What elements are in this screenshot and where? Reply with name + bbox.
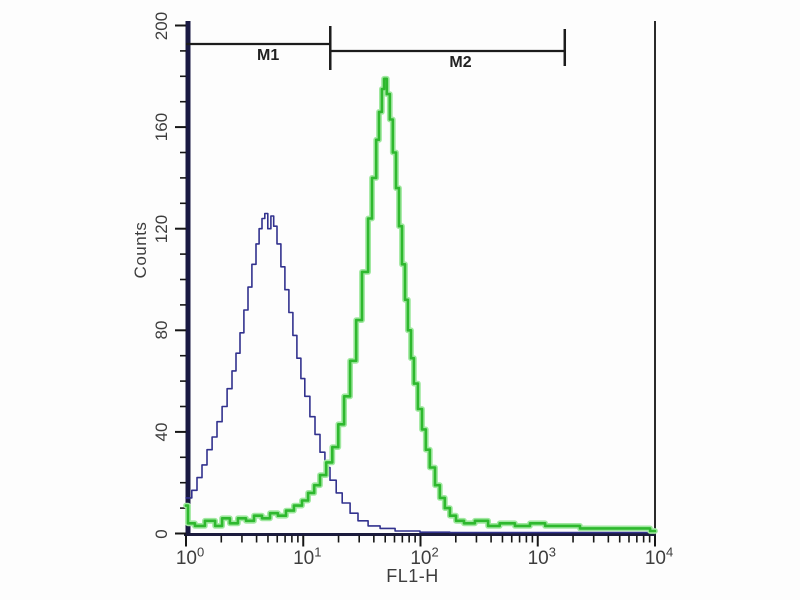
x-axis-title: FL1-H (386, 566, 439, 586)
y-tick-label: 200 (152, 11, 171, 40)
marker-m1-label: M1 (257, 47, 280, 64)
x-tick-label: 104 (644, 544, 674, 569)
y-tick-label: 0 (152, 528, 171, 539)
x-tick-label: 101 (293, 544, 322, 569)
y-tick-label: 80 (152, 320, 171, 340)
green-histogram-curve (184, 77, 657, 533)
y-tick-label: 40 (152, 422, 171, 442)
x-tick-label: 102 (410, 544, 439, 569)
x-tick-label: 100 (175, 544, 205, 569)
green-histogram-glow (183, 75, 658, 534)
marker-m2-label: M2 (449, 54, 472, 71)
y-axis-title: Counts (131, 221, 150, 278)
y-tick-label: 120 (152, 214, 171, 243)
x-tick-label: 103 (527, 544, 556, 569)
y-tick-label: 160 (152, 112, 171, 142)
blue-histogram-curve (185, 212, 656, 534)
